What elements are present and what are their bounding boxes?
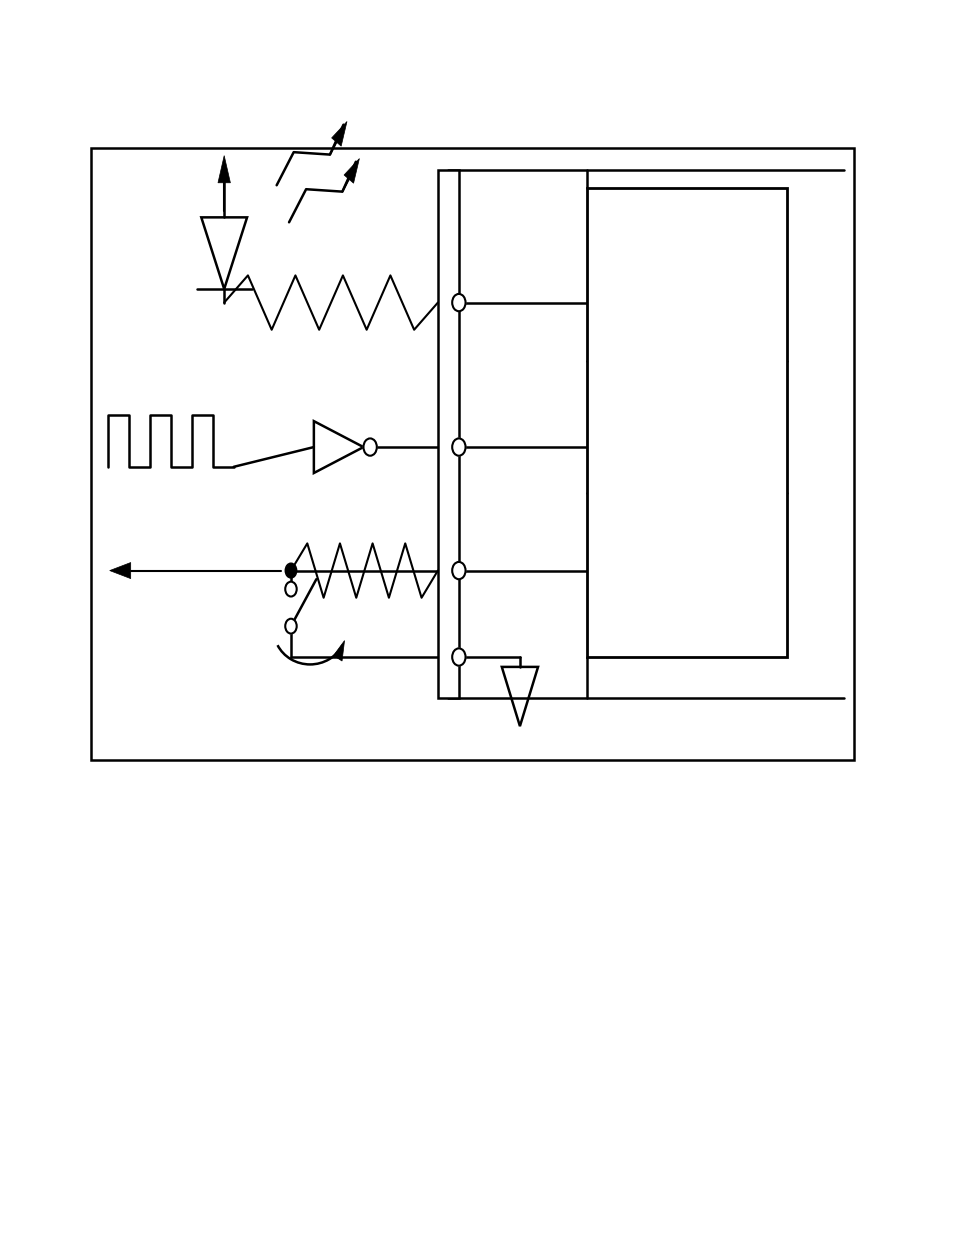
Circle shape <box>452 294 465 311</box>
Circle shape <box>452 648 465 666</box>
Polygon shape <box>110 563 131 578</box>
Circle shape <box>285 582 296 597</box>
Polygon shape <box>344 158 359 183</box>
Polygon shape <box>334 641 344 661</box>
Circle shape <box>285 563 296 578</box>
Circle shape <box>452 562 465 579</box>
Bar <box>91 148 853 760</box>
Bar <box>437 170 458 698</box>
Polygon shape <box>332 121 347 146</box>
Bar <box>586 188 786 657</box>
Circle shape <box>452 438 465 456</box>
Circle shape <box>285 619 296 634</box>
Circle shape <box>363 438 376 456</box>
Polygon shape <box>217 156 230 183</box>
